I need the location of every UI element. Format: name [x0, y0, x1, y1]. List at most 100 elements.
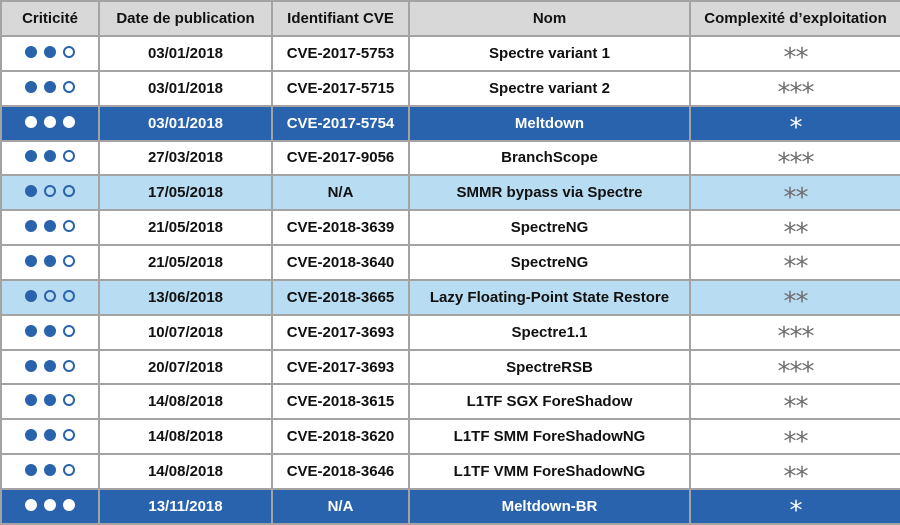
date-cell-text: 03/01/2018 [147, 79, 224, 97]
date-cell-text: 10/07/2018 [147, 323, 224, 341]
date-cell: 03/01/2018 [98, 69, 273, 107]
header-complexite: Complexité d’exploitation [689, 0, 900, 37]
table-row: 17/05/2018 N/A SMMR bypass via Spectre ** [0, 174, 900, 212]
filled-circle-icon [25, 464, 37, 477]
criticite-cell [0, 104, 100, 142]
nom-cell: Spectre1.1 [408, 313, 691, 351]
nom-cell-text: BranchScope [501, 149, 598, 167]
cve-cell: CVE-2018-3620 [271, 418, 410, 456]
complexite-cell-text: * [789, 113, 803, 141]
date-cell-text: 03/01/2018 [147, 44, 224, 62]
criticite-cell [0, 348, 100, 386]
cve-cell: CVE-2018-3646 [271, 453, 410, 490]
empty-circle-icon [63, 45, 75, 58]
criticite-cell [0, 418, 100, 456]
complexite-cell: ** [689, 278, 900, 316]
filled-circle-icon [25, 115, 37, 128]
table-row: 14/08/2018 CVE-2018-3615 L1TF SGX ForeShad… [0, 383, 900, 421]
criticite-rating [25, 498, 75, 511]
complexite-cell-text: ** [783, 461, 809, 489]
date-cell: 13/11/2018 [98, 487, 273, 525]
criticite-cell [0, 174, 100, 212]
complexite-cell-text: *** [777, 78, 815, 106]
nom-cell: Lazy Floating-Point State Restore [408, 278, 691, 316]
date-cell-text: 20/07/2018 [147, 358, 224, 376]
complexite-cell-text: ** [783, 252, 809, 280]
complexite-cell-text: ** [783, 182, 809, 211]
criticite-rating [25, 324, 75, 337]
complexite-cell-text: ** [783, 426, 809, 455]
complexite-cell-text: *** [777, 357, 815, 385]
nom-cell-text: SpectreNG [510, 219, 589, 237]
criticite-rating [25, 150, 75, 163]
empty-circle-icon [63, 359, 75, 372]
nom-cell: Spectre variant 1 [408, 35, 691, 72]
date-cell-text: 17/05/2018 [147, 184, 224, 202]
date-cell-text: 14/08/2018 [147, 428, 224, 446]
complexite-cell-text: ** [783, 217, 809, 246]
cve-cell-text: N/A [327, 497, 354, 515]
cve-cell-text: N/A [327, 184, 354, 202]
date-cell: 13/06/2018 [98, 278, 273, 316]
date-cell: 03/01/2018 [98, 35, 273, 72]
header-cve: Identifiant CVE [271, 0, 410, 37]
cve-cell: CVE-2017-5715 [271, 69, 410, 107]
filled-circle-icon [25, 289, 37, 302]
date-cell-text: 21/05/2018 [147, 253, 224, 271]
date-cell: 21/05/2018 [98, 244, 273, 281]
table-row: 03/01/2018 CVE-2017-5715 Spectre variant 2… [0, 69, 900, 107]
table-row: 20/07/2018 CVE-2017-3693 SpectreRSB *** [0, 348, 900, 386]
cve-cell-text: CVE-2018-3640 [286, 253, 395, 271]
filled-circle-icon [25, 359, 37, 372]
table-row: 13/06/2018 CVE-2018-3665 Lazy Floating-Poi… [0, 278, 900, 316]
criticite-cell [0, 209, 100, 247]
complexite-cell-text: *** [777, 147, 815, 176]
nom-cell-text: L1TF SMM ForeShadowNG [453, 428, 646, 446]
date-cell-text: 13/06/2018 [147, 288, 224, 306]
complexite-cell-text: ** [783, 43, 809, 71]
criticite-cell [0, 487, 100, 525]
complexite-cell-text: ** [783, 287, 809, 315]
header-nom: Nom [408, 0, 691, 37]
date-cell-text: 14/08/2018 [147, 393, 224, 411]
nom-cell: L1TF SGX ForeShadow [408, 383, 691, 421]
table-row: 10/07/2018 CVE-2017-3693 Spectre1.1 *** [0, 313, 900, 351]
criticite-cell [0, 313, 100, 351]
criticite-rating [25, 254, 75, 267]
table-header-row: Criticité Date de publication Identifian… [0, 0, 900, 37]
criticite-cell [0, 244, 100, 281]
cve-cell-text: CVE-2018-3665 [286, 288, 395, 306]
date-cell: 14/08/2018 [98, 418, 273, 456]
table-row: 14/08/2018 CVE-2018-3646 L1TF VMM ForeShad… [0, 453, 900, 490]
complexite-cell: * [689, 104, 900, 142]
filled-circle-icon [63, 498, 75, 511]
filled-circle-icon [44, 498, 56, 511]
filled-circle-icon [44, 80, 56, 93]
nom-cell-text: Meltdown [514, 114, 585, 132]
cve-cell-text: CVE-2017-5715 [286, 79, 395, 97]
filled-circle-icon [25, 185, 37, 198]
nom-cell-text: Spectre variant 2 [489, 79, 610, 97]
complexite-cell-text: * [789, 496, 803, 524]
filled-circle-icon [44, 359, 56, 372]
empty-circle-icon [63, 185, 75, 198]
empty-circle-icon [63, 464, 75, 477]
criticite-cell [0, 278, 100, 316]
date-cell-text: 14/08/2018 [147, 463, 224, 481]
filled-circle-icon [25, 429, 37, 442]
empty-circle-icon [63, 324, 75, 337]
cve-cell: CVE-2017-3693 [271, 348, 410, 386]
complexite-cell: *** [689, 313, 900, 351]
cve-cell-text: CVE-2017-5753 [286, 44, 395, 62]
criticite-rating [25, 185, 75, 198]
criticite-rating [25, 45, 75, 58]
cve-cell: N/A [271, 174, 410, 212]
complexite-cell: ** [689, 35, 900, 72]
empty-circle-icon [44, 289, 56, 302]
cve-cell-text: CVE-2018-3620 [286, 428, 395, 446]
nom-cell: SMMR bypass via Spectre [408, 174, 691, 212]
empty-circle-icon [63, 429, 75, 442]
cve-cell: CVE-2018-3639 [271, 209, 410, 247]
filled-circle-icon [44, 150, 56, 163]
date-cell: 10/07/2018 [98, 313, 273, 351]
